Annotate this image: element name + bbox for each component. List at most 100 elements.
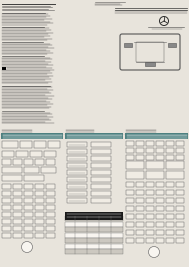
Bar <box>13 198 22 203</box>
Bar <box>166 230 174 235</box>
Bar <box>91 149 111 154</box>
Bar <box>48 141 60 148</box>
Bar <box>146 182 154 187</box>
Bar <box>65 238 123 243</box>
Bar <box>166 214 174 219</box>
Bar <box>20 141 32 148</box>
Bar <box>46 226 55 231</box>
Bar <box>35 198 44 203</box>
Bar <box>176 230 184 235</box>
Bar <box>67 177 87 182</box>
Bar <box>126 182 134 187</box>
Bar <box>46 212 55 217</box>
Bar <box>13 205 22 210</box>
Bar <box>2 159 11 165</box>
Bar <box>166 161 184 169</box>
Bar <box>46 205 55 210</box>
Bar <box>136 214 144 219</box>
Circle shape <box>22 241 33 253</box>
Bar <box>146 190 154 195</box>
Bar <box>166 141 174 146</box>
Bar <box>91 170 111 175</box>
Bar <box>126 141 134 146</box>
Bar <box>136 230 144 235</box>
Bar <box>156 155 164 160</box>
Bar <box>126 161 144 169</box>
Bar <box>91 198 111 203</box>
Bar <box>166 148 174 153</box>
Bar <box>91 184 111 189</box>
Bar <box>146 206 154 211</box>
Bar <box>24 226 33 231</box>
Bar <box>126 198 134 203</box>
Bar <box>176 155 184 160</box>
Bar <box>35 184 44 189</box>
Bar <box>136 198 144 203</box>
Bar <box>13 191 22 196</box>
Bar <box>46 219 55 224</box>
Bar <box>146 171 164 179</box>
Bar <box>65 212 123 220</box>
Bar <box>65 249 123 254</box>
Bar <box>136 238 144 243</box>
Bar <box>146 148 154 153</box>
Bar <box>13 184 22 189</box>
Bar <box>46 159 55 165</box>
Bar <box>67 170 87 175</box>
Bar <box>136 182 144 187</box>
Bar <box>13 233 22 238</box>
Bar <box>156 214 164 219</box>
Bar <box>24 191 33 196</box>
Bar <box>65 227 123 232</box>
Bar <box>176 190 184 195</box>
Bar <box>67 191 87 196</box>
Bar <box>46 191 55 196</box>
Bar <box>2 191 11 196</box>
Bar <box>176 198 184 203</box>
Bar <box>125 133 188 139</box>
Bar <box>2 226 11 231</box>
Bar <box>136 148 144 153</box>
Bar <box>136 155 144 160</box>
Bar <box>24 212 33 217</box>
Bar <box>13 159 22 165</box>
Bar <box>156 206 164 211</box>
Bar <box>24 205 33 210</box>
Bar <box>166 190 174 195</box>
Bar <box>13 226 22 231</box>
Bar <box>35 205 44 210</box>
Bar <box>146 161 164 169</box>
Bar <box>2 212 11 217</box>
Bar <box>1 133 63 139</box>
Bar <box>24 175 44 181</box>
Bar <box>166 206 174 211</box>
Bar <box>67 156 87 161</box>
Bar <box>24 159 33 165</box>
Bar <box>156 230 164 235</box>
Bar <box>176 238 184 243</box>
Bar <box>91 163 111 168</box>
Bar <box>16 151 28 157</box>
Bar <box>168 43 176 47</box>
Bar <box>126 214 134 219</box>
Bar <box>35 159 44 165</box>
Bar <box>136 206 144 211</box>
Bar <box>24 167 39 173</box>
Bar <box>126 171 144 179</box>
Bar <box>146 230 154 235</box>
Bar <box>136 141 144 146</box>
Bar <box>166 222 174 227</box>
Bar <box>65 233 123 238</box>
Bar <box>166 182 174 187</box>
Bar <box>176 206 184 211</box>
Bar <box>2 219 11 224</box>
Bar <box>35 191 44 196</box>
Bar <box>176 148 184 153</box>
Bar <box>30 151 42 157</box>
Bar <box>156 182 164 187</box>
Bar <box>46 184 55 189</box>
Bar <box>146 222 154 227</box>
Bar <box>124 43 132 47</box>
Bar <box>156 222 164 227</box>
Bar <box>176 141 184 146</box>
